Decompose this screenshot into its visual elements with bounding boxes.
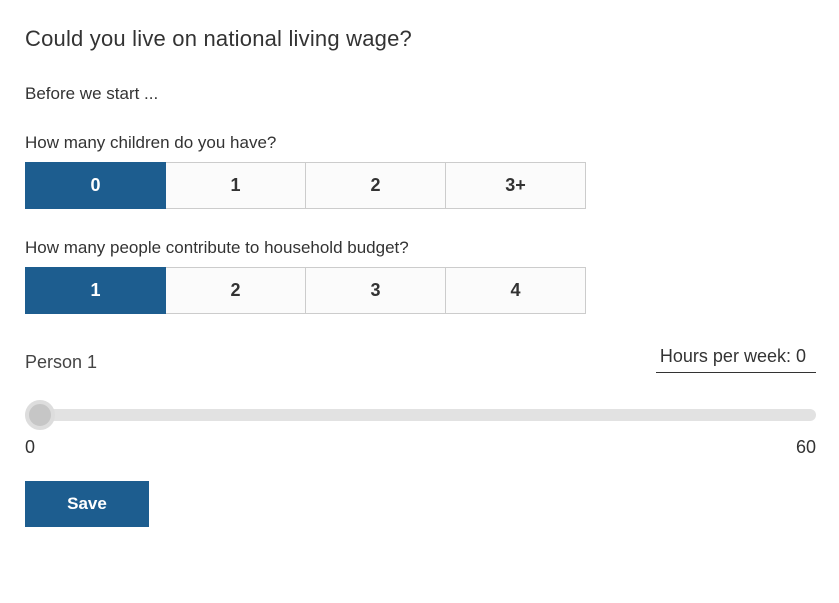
save-button[interactable]: Save xyxy=(25,481,149,527)
slider-track[interactable] xyxy=(25,409,816,421)
hours-per-week-value: 0 xyxy=(795,346,806,366)
person-row: Person 1 Hours per week: 0 xyxy=(25,346,816,373)
person-label: Person 1 xyxy=(25,352,98,372)
main-content: Could you live on national living wage? … xyxy=(25,26,816,527)
children-option-1[interactable]: 1 xyxy=(165,162,306,209)
contributors-option-2[interactable]: 2 xyxy=(165,267,306,314)
contributors-option-4[interactable]: 4 xyxy=(445,267,586,314)
contributors-segmented-control: 1 2 3 4 xyxy=(25,267,586,314)
slider-thumb[interactable] xyxy=(25,400,55,430)
contributors-question-label: How many people contribute to household … xyxy=(25,238,409,257)
slider-range-labels: 0 60 xyxy=(25,437,816,458)
contributors-option-1[interactable]: 1 xyxy=(25,267,166,314)
hours-per-week-field[interactable]: Hours per week: 0 xyxy=(655,346,816,373)
page-title: Could you live on national living wage? xyxy=(25,26,412,51)
slider-min-label: 0 xyxy=(25,437,36,457)
hours-per-week-label: Hours per week: xyxy=(659,346,791,366)
children-option-0[interactable]: 0 xyxy=(25,162,166,209)
children-option-3plus[interactable]: 3+ xyxy=(445,162,586,209)
children-option-2[interactable]: 2 xyxy=(305,162,446,209)
contributors-option-3[interactable]: 3 xyxy=(305,267,446,314)
hours-slider[interactable] xyxy=(25,400,816,430)
slider-max-label: 60 xyxy=(795,437,816,457)
children-segmented-control: 0 1 2 3+ xyxy=(25,162,586,209)
children-question-label: How many children do you have? xyxy=(25,133,277,152)
intro-text: Before we start ... xyxy=(25,84,159,103)
